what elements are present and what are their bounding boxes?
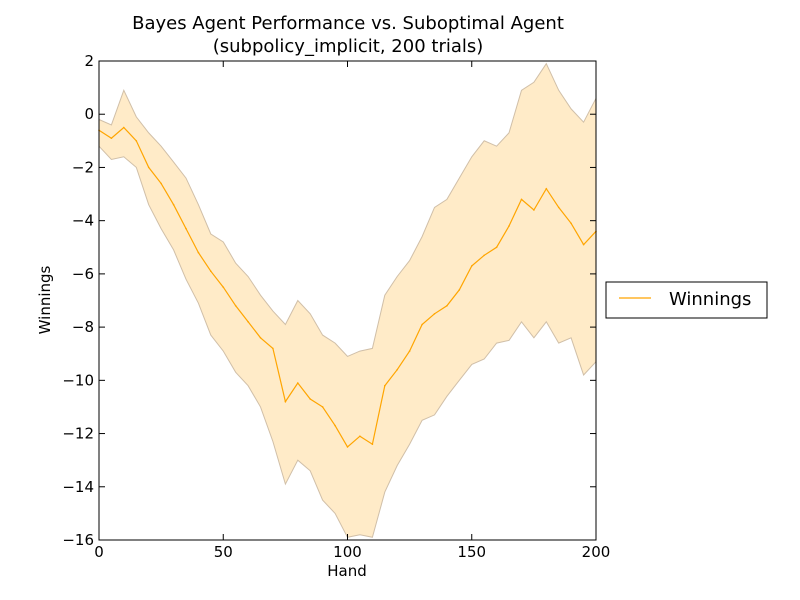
data-point: [259, 337, 262, 339]
data-point: [359, 435, 361, 438]
y-tick-label: −4: [72, 212, 94, 230]
data-point: [123, 126, 125, 129]
data-point: [346, 446, 349, 448]
x-tick-label: 150: [457, 543, 486, 561]
data-point: [433, 313, 436, 315]
y-tick-label: −12: [62, 425, 94, 443]
y-tick-label: −16: [62, 531, 94, 549]
confidence-band-layer: [98, 62, 597, 538]
data-point: [396, 368, 399, 371]
data-point: [458, 289, 461, 291]
data-point: [508, 225, 510, 227]
y-tick-label: −2: [72, 158, 94, 176]
data-point: [446, 305, 448, 307]
data-point: [334, 424, 336, 427]
confidence-band-upper-edge: [98, 62, 597, 357]
data-point: [582, 243, 585, 246]
data-point: [135, 140, 138, 142]
y-tick-label: 0: [84, 105, 94, 123]
x-tick-label: 50: [214, 543, 233, 561]
data-point: [160, 182, 162, 185]
x-tick-label: 100: [333, 543, 362, 561]
legend-label-winnings: Winnings: [669, 289, 751, 310]
plot-area: 0 50 100 150 200 2 0 −2 −4 −6 −8 −10 −12 −14 −16: [62, 52, 610, 561]
y-tick-label: −14: [62, 478, 94, 496]
confidence-band-area: [99, 63, 596, 538]
x-tick-label: 0: [94, 543, 104, 561]
data-point: [570, 222, 572, 225]
data-point: [210, 270, 212, 273]
x-axis-label: Hand: [327, 562, 367, 580]
y-tick-label: −6: [72, 265, 94, 283]
chart-subtitle: (subpolicy_implicit, 200 trials): [213, 36, 484, 57]
data-point: [110, 137, 113, 139]
data-point: [297, 382, 299, 384]
data-point: [495, 246, 498, 249]
data-point: [147, 166, 150, 169]
series-line-layer: [98, 126, 597, 448]
data-point: [284, 400, 287, 403]
chart-title: Bayes Agent Performance vs. Suboptimal A…: [132, 13, 564, 34]
legend-box: [605, 281, 768, 319]
tick-layer: 0 50 100 150 200 2 0 −2 −4 −6 −8 −10 −12 −14 −16: [62, 52, 610, 561]
data-point: [371, 443, 374, 446]
data-point: [557, 206, 560, 209]
data-point: [421, 323, 423, 326]
data-point: [545, 187, 548, 190]
data-point: [321, 406, 324, 408]
data-point: [408, 350, 411, 352]
data-point: [520, 198, 523, 201]
y-tick-label: −8: [72, 318, 94, 336]
legend: Winnings: [605, 281, 768, 319]
y-tick-label: 2: [84, 52, 94, 70]
data-point: [483, 254, 486, 257]
data-point: [272, 347, 274, 350]
data-point: [197, 251, 200, 254]
data-point: [247, 321, 249, 323]
data-point: [222, 286, 225, 289]
data-point: [172, 203, 175, 206]
y-tick-label: −10: [62, 371, 94, 389]
y-axis-label: Winnings: [36, 265, 54, 334]
data-point: [471, 265, 473, 267]
data-point: [185, 227, 187, 230]
data-point: [533, 209, 535, 211]
data-point: [234, 305, 237, 307]
x-tick-label: 200: [582, 543, 611, 561]
data-point: [309, 398, 312, 400]
data-point: [384, 384, 386, 387]
